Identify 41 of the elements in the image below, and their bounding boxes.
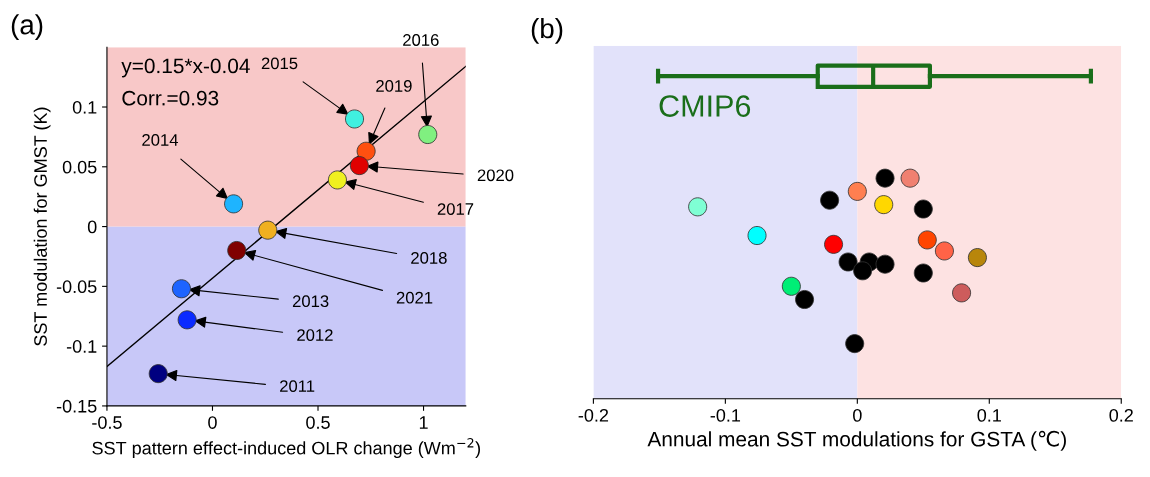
annotation: 2012: [297, 329, 333, 341]
y-axis-title: SST modulation for GMST (K): [33, 107, 51, 346]
x-tick-label: 0.5: [306, 416, 330, 429]
x-tick-label: 0.1: [977, 408, 1001, 422]
point: [875, 254, 895, 274]
y-tick-label: 0.1: [72, 100, 97, 114]
point: [917, 230, 937, 250]
category-label: CMIP6: [659, 95, 751, 117]
x-tick-label: -0.5: [92, 416, 122, 429]
y-tick-label: -0.1: [66, 340, 97, 353]
chart-title: (b): [531, 17, 563, 44]
chart-title: (a): [11, 14, 43, 41]
annotation: 2017: [437, 203, 474, 215]
annotation: 2014: [142, 134, 179, 146]
annotation: Corr.=0.93: [122, 90, 219, 106]
x-tick-label: 0: [853, 408, 862, 422]
point: [875, 168, 895, 188]
point: [900, 168, 920, 188]
annotation: 2020: [477, 169, 514, 182]
annotation: y=0.15*x-0.04: [121, 58, 250, 78]
annotation: 2013: [292, 295, 329, 308]
x-tick-label: -0.2: [578, 408, 609, 422]
x-tick-label: -0.1: [710, 408, 741, 422]
y-tick-label: -0.05: [56, 280, 97, 294]
x-tick-label: 0.2: [1109, 408, 1133, 422]
annotation: 2016: [403, 34, 439, 46]
x-tick-label: 1: [419, 416, 428, 429]
annotation: 2015: [261, 57, 298, 70]
annotation: 2019: [376, 80, 412, 92]
point: [327, 170, 347, 190]
annotation: 2021: [396, 291, 433, 304]
annotation: 2011: [280, 380, 315, 393]
y-tick-label: 0.05: [62, 160, 97, 174]
annotation: 2018: [411, 252, 447, 264]
x-axis-title: Annual mean SST modulations for GSTA (℃): [647, 430, 1066, 451]
x-axis-title: SST pattern effect-induced OLR change (Wm$^{−2}$): [92, 438, 481, 459]
y-tick-label: -0.15: [56, 399, 97, 413]
point: [258, 220, 278, 240]
point: [177, 310, 197, 330]
y-tick-label: 0: [87, 220, 97, 234]
x-tick-label: 0: [208, 416, 217, 429]
